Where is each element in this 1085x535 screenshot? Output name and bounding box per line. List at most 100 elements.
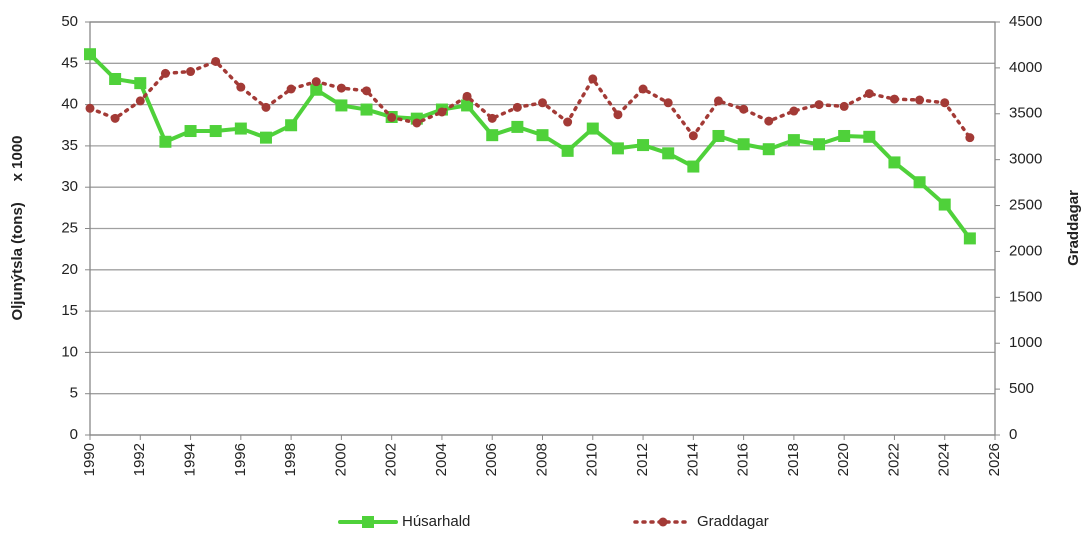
point	[638, 84, 648, 94]
point	[889, 94, 899, 104]
point	[335, 99, 348, 112]
point	[285, 119, 298, 132]
point	[360, 103, 373, 116]
x-tick-label: 2006	[483, 443, 500, 476]
point	[234, 122, 247, 135]
y-tick-label: 5	[70, 385, 78, 402]
y-tick-label: 45	[61, 54, 78, 71]
point	[938, 198, 951, 211]
y2-tick-label: 2500	[1009, 197, 1042, 214]
point	[663, 98, 673, 108]
legend-label: Húsarhald	[402, 513, 470, 530]
y2-tick-label: 3500	[1009, 105, 1042, 122]
x-tick-label: 2012	[634, 443, 651, 476]
point	[813, 138, 826, 151]
point	[586, 122, 599, 135]
point	[336, 83, 346, 93]
point	[511, 120, 524, 133]
point	[486, 129, 499, 142]
point	[739, 104, 749, 114]
x-tick-label: 2026	[986, 443, 1003, 476]
x-tick-label: 1996	[232, 443, 249, 476]
point	[915, 95, 925, 105]
point	[437, 107, 447, 117]
y-tick-label: 15	[61, 302, 78, 319]
point	[764, 116, 774, 126]
point	[159, 135, 172, 148]
point	[737, 138, 750, 151]
point	[637, 139, 650, 152]
point	[863, 130, 876, 143]
point	[236, 82, 246, 92]
point	[787, 134, 800, 147]
point	[84, 48, 96, 61]
point	[940, 98, 950, 108]
point	[186, 67, 196, 77]
y-tick-label: 50	[61, 13, 78, 30]
point	[864, 89, 874, 99]
point	[387, 112, 397, 122]
point	[613, 110, 623, 120]
point	[611, 142, 624, 155]
point	[588, 74, 598, 84]
point	[184, 125, 197, 138]
point	[888, 156, 901, 169]
point	[913, 176, 926, 189]
point	[487, 113, 497, 123]
y2-tick-label: 500	[1009, 380, 1034, 397]
point	[789, 106, 799, 116]
y2-tick-label: 0	[1009, 426, 1017, 443]
x-tick-label: 2008	[533, 443, 550, 476]
point	[713, 96, 723, 106]
point	[662, 147, 675, 160]
x-tick-label: 2000	[332, 443, 349, 476]
series-line	[88, 59, 972, 140]
y-axis-label: Oljunýtsla (tons) x 1000	[9, 135, 26, 320]
y-tick-label: 20	[61, 261, 78, 278]
point	[261, 102, 271, 112]
x-tick-label: 2016	[735, 443, 752, 476]
y-tick-label: 0	[70, 426, 78, 443]
x-tick-label: 1998	[282, 443, 299, 476]
y-tick-label: 40	[61, 96, 78, 113]
point	[412, 118, 422, 128]
y2-tick-label: 3000	[1009, 151, 1042, 168]
point	[838, 129, 851, 142]
y-tick-label: 30	[61, 178, 78, 195]
x-tick-label: 2002	[383, 443, 400, 476]
point	[310, 83, 323, 96]
x-tick-label: 1994	[182, 443, 199, 476]
point	[561, 144, 574, 157]
point	[687, 160, 700, 173]
x-tick-label: 2014	[684, 443, 701, 476]
point	[963, 232, 976, 245]
x-tick-label: 2024	[936, 443, 953, 476]
y2-tick-label: 2000	[1009, 242, 1042, 259]
x-tick-label: 1992	[131, 443, 148, 476]
point	[462, 91, 472, 101]
legend-label: Graddagar	[697, 513, 769, 530]
x-tick-label: 2018	[785, 443, 802, 476]
point	[259, 131, 272, 144]
point	[109, 72, 122, 85]
point	[563, 117, 573, 127]
point	[461, 99, 474, 112]
y2-tick-label: 4000	[1009, 59, 1042, 76]
point	[814, 100, 824, 110]
x-tick-label: 2010	[584, 443, 601, 476]
y2-tick-label: 4500	[1009, 13, 1042, 30]
legend-marker	[362, 516, 374, 528]
point	[538, 98, 547, 108]
y2-axis-label: Graddagar	[1065, 190, 1082, 266]
point	[85, 103, 95, 113]
point	[712, 129, 725, 142]
y2-tick-label: 1000	[1009, 334, 1042, 351]
point	[110, 113, 120, 123]
y-tick-label: 10	[61, 343, 78, 360]
point	[160, 68, 170, 78]
point	[762, 143, 775, 156]
x-tick-label: 1990	[81, 443, 98, 476]
point	[311, 77, 321, 87]
point	[362, 86, 372, 96]
